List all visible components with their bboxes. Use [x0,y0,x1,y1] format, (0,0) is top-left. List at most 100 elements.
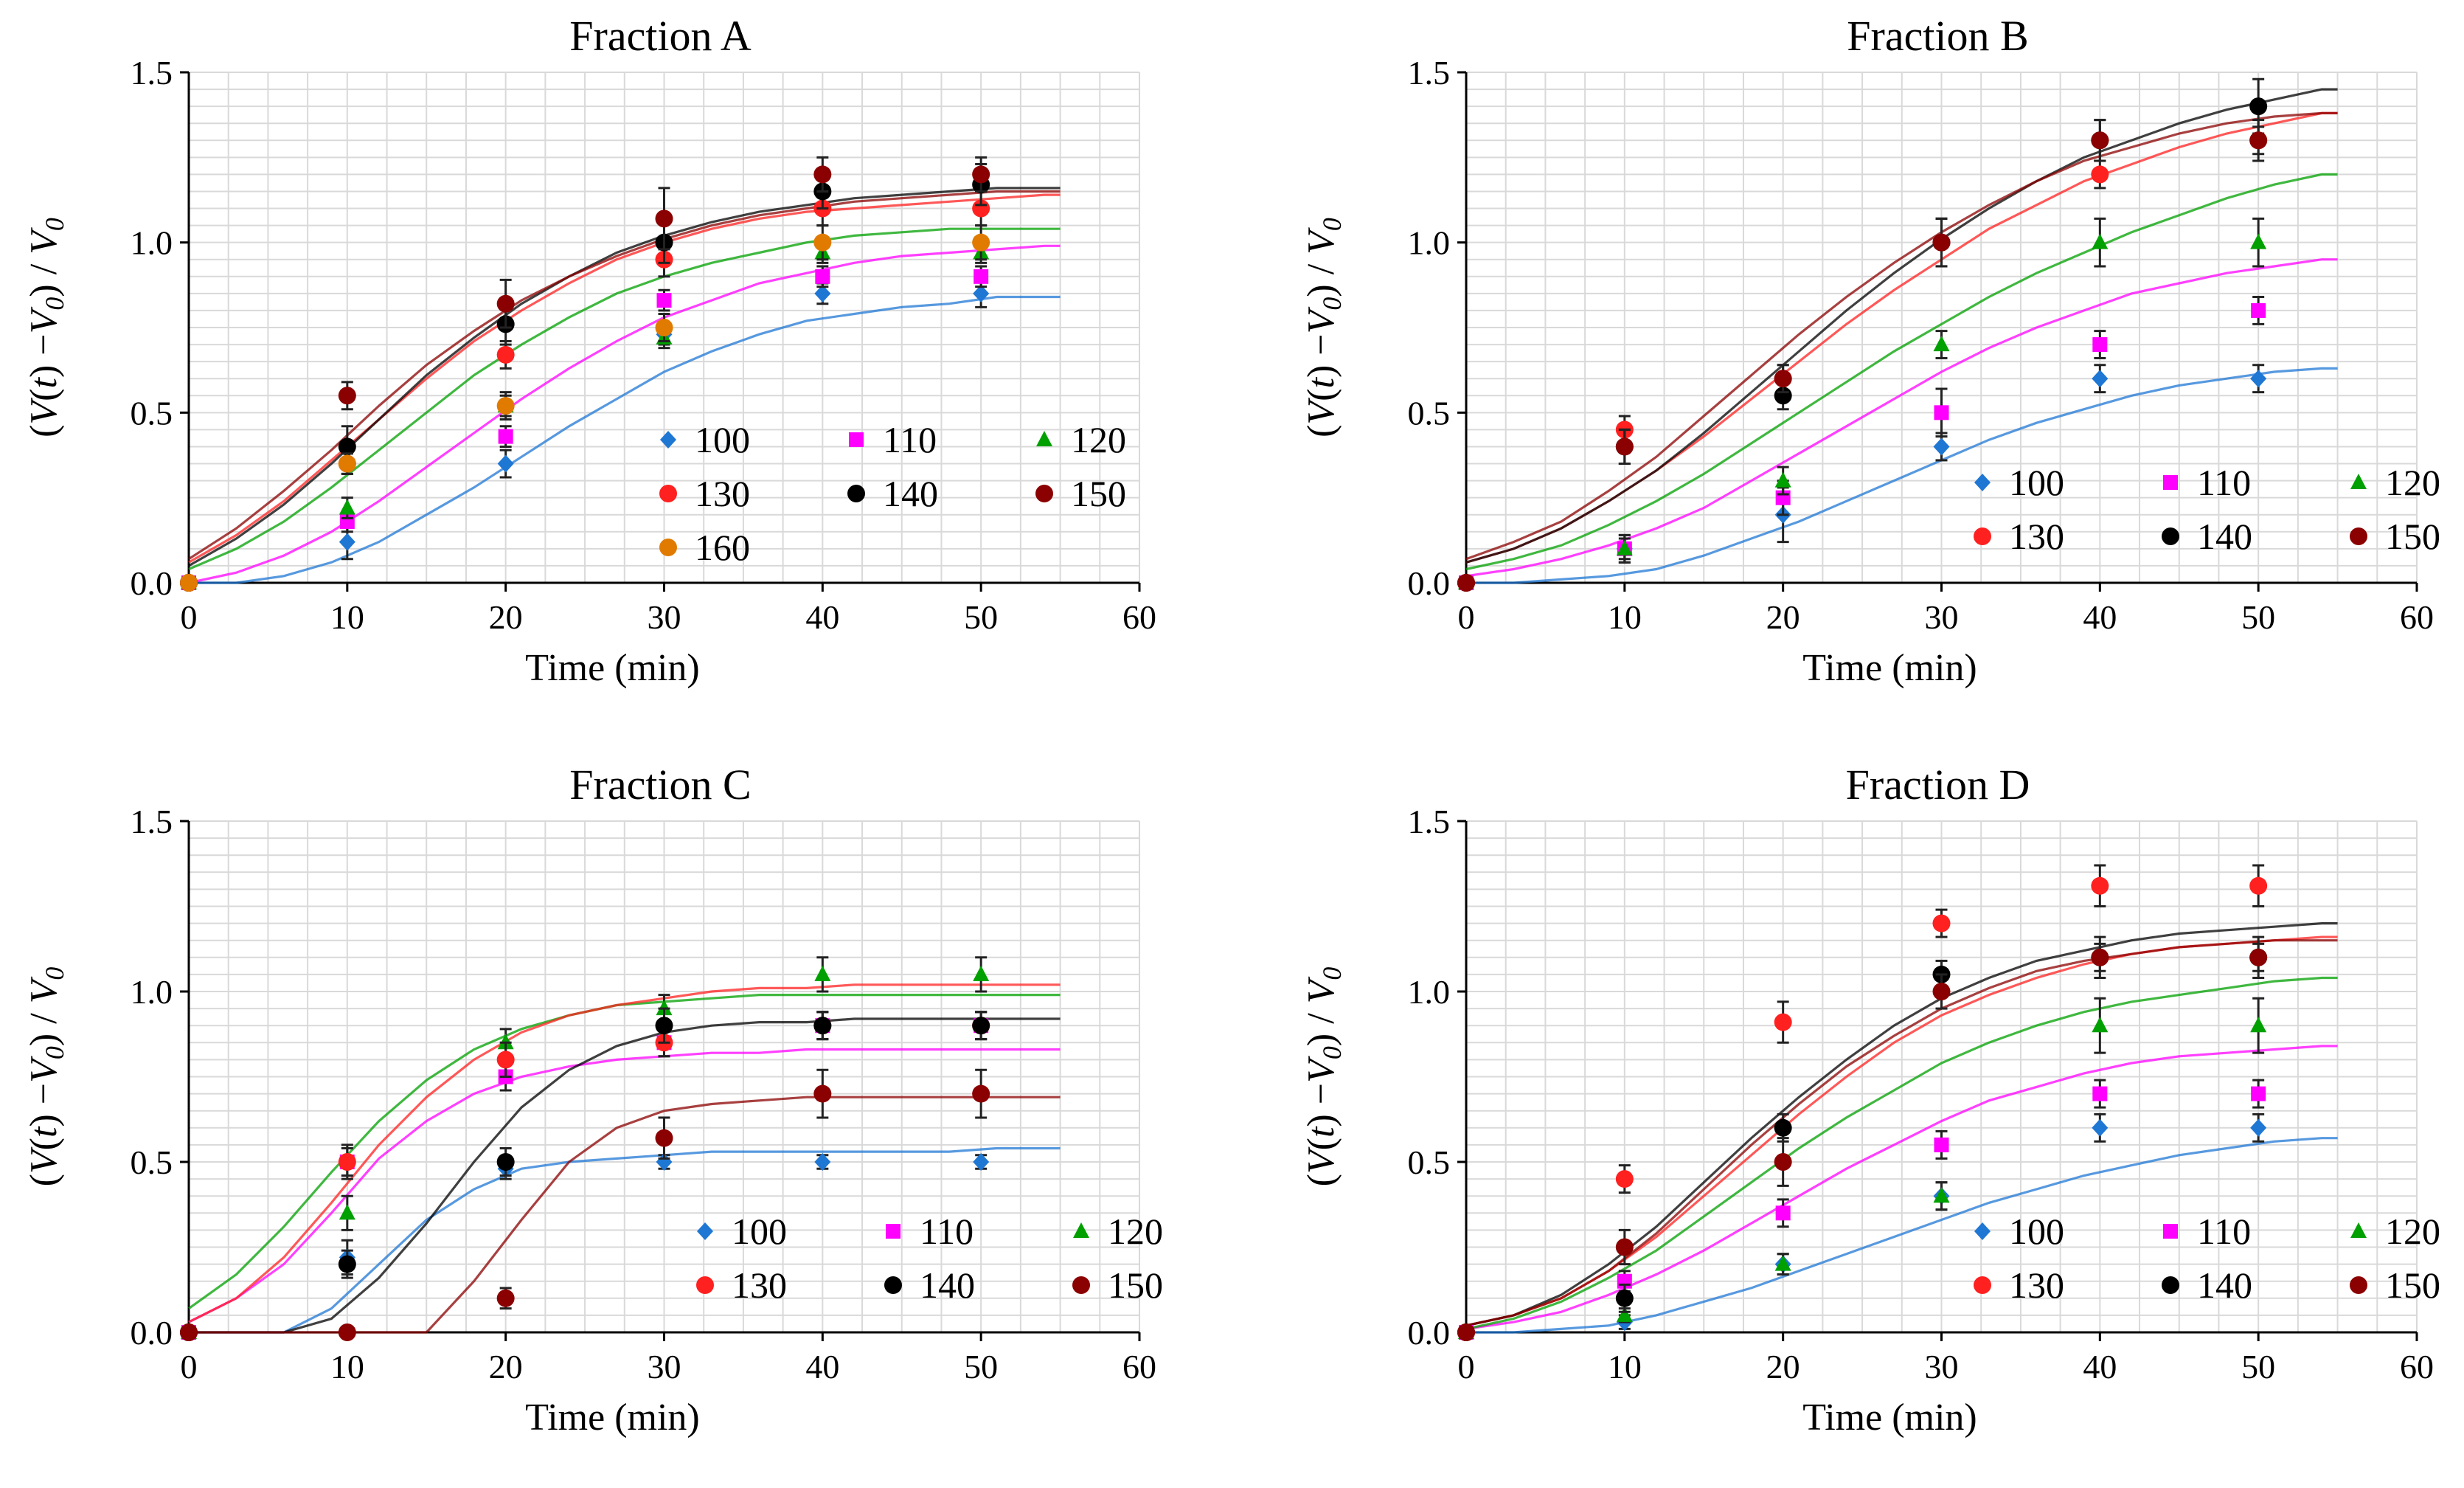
data-point [1934,1137,1949,1152]
fit-line-120 [188,227,1061,570]
series-150 [180,156,990,592]
x-tick-label: 20 [489,598,523,636]
fit-line-140 [188,187,1061,567]
chart-panel-1: 0 10 20 30 40 50 60 0.0 0.5 1.0 1.5 Fraction A Time … [23,12,1156,689]
x-tick-label: 0 [1458,598,1475,636]
data-point [814,284,831,302]
legend-label: 120 [2385,1211,2440,1252]
x-tick-label: 10 [1608,1348,1642,1385]
legend-label: 120 [2385,462,2440,503]
data-point [339,533,355,551]
x-axis-label: Time (min) [1802,1397,1977,1439]
gridlines [1465,72,2418,584]
x-tick-label: 60 [1122,1348,1156,1385]
y-tick-label: 1.0 [131,224,173,262]
data-point [2249,948,2268,966]
data-point [2249,876,2268,895]
fit-line-150 [1465,939,2338,1327]
legend-marker [1036,431,1052,446]
data-point [813,233,832,252]
fit-line-130 [188,193,1061,564]
legend-item-110: 110 [2163,1211,2251,1252]
y-axis-label-part: t [23,1126,65,1138]
y-axis-label-part: ( [1300,1174,1342,1186]
gridlines [188,820,1140,1333]
x-tick-label: 20 [489,1348,523,1385]
legend-item-140: 140 [884,1264,975,1306]
y-tick-label: 1.0 [131,973,173,1011]
legend-marker [1974,1222,1991,1240]
data-point [972,1084,990,1103]
y-axis-label-part: 0 [1317,297,1347,311]
legend-item-150: 150 [2350,516,2440,557]
y-tick-label: 0.5 [131,1143,173,1181]
legend-marker [659,539,677,556]
legend-label: 150 [2385,516,2440,557]
data-point [338,1153,356,1171]
data-point [339,499,355,515]
y-axis-label-part: ) / [1300,255,1342,297]
legend-label: 150 [1071,473,1126,514]
data-point [496,1289,515,1307]
legend-marker [1073,1222,1089,1238]
y-axis-label-part: V [1300,306,1342,333]
fit-line-110 [188,1048,1061,1323]
y-axis-label: (V(t) −V0) / V0 [23,967,69,1187]
legend-marker [2162,1276,2179,1294]
y-tick-label: 1.0 [1408,973,1451,1011]
data-point [813,1017,832,1035]
fit-line-130 [188,983,1061,1323]
data-point [655,319,673,336]
data-point [974,269,989,284]
data-point [972,233,990,252]
y-axis-label-part: t [1300,1126,1342,1138]
data-point [655,210,673,228]
data-point [1774,471,1791,488]
legend-marker [2162,527,2179,545]
data-point [2250,1017,2267,1033]
x-axis-label: Time (min) [1802,647,1977,689]
legend-label: 150 [2385,1264,2440,1306]
data-point [497,454,514,473]
x-tick-label: 60 [2400,1348,2434,1385]
legend-item-120: 120 [2350,1211,2440,1252]
y-axis-label-part: ) / [23,1003,65,1046]
data-point [180,1323,198,1341]
fit-line-100 [1466,1137,2338,1334]
data-point [2091,876,2109,895]
data-point [2251,1086,2266,1101]
x-tick-label: 50 [964,598,998,636]
legend-marker [849,432,864,447]
legend-marker [697,1222,713,1240]
legend-item-120: 120 [2350,462,2440,503]
y-axis-label-part: ) − [23,333,65,378]
legend-label: 140 [920,1264,975,1306]
legend-item-120: 120 [1073,1211,1163,1252]
legend-marker [847,485,865,502]
legend-marker [1974,527,1991,545]
data-point [180,574,198,592]
fit-line-140 [189,1017,1061,1334]
legend-label: 100 [2009,462,2064,503]
legend-marker [884,1276,902,1294]
legend-label: 150 [1108,1264,1163,1306]
legend-label: 100 [695,419,750,460]
data-point [813,165,832,184]
y-tick-label: 0.0 [1408,564,1451,602]
legend-label: 120 [1108,1211,1163,1252]
data-point [496,345,515,364]
x-tick-label: 10 [330,598,364,636]
legend-marker [2163,475,2178,490]
x-tick-label: 60 [1122,598,1156,636]
y-axis-label-part: ) / [23,255,65,297]
chart-panel-4: 0 10 20 30 40 50 60 0.0 0.5 1.0 1.5 Fraction D Time … [1300,761,2440,1439]
data-point [2092,1017,2109,1033]
series-120 [1458,217,2267,589]
legend: 100 110 120 130 140 150 160 [659,419,1126,568]
chart-panel-2: 0 10 20 30 40 50 60 0.0 0.5 1.0 1.5 Fraction B Time … [1300,12,2440,689]
legend-label: 110 [920,1211,974,1252]
x-tick-label: 40 [805,1348,839,1385]
legend-item-140: 140 [2162,516,2252,557]
y-axis-label-part: 0 [1317,1046,1347,1059]
legend-item-100: 100 [1974,1211,2064,1252]
